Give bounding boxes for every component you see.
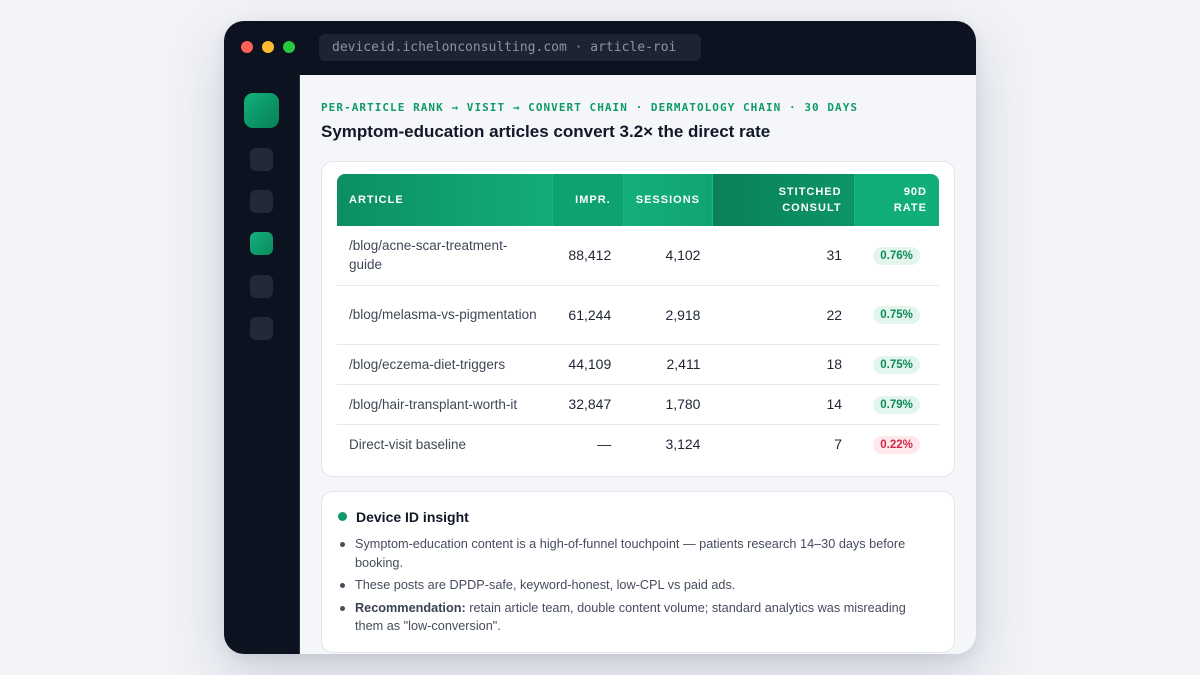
recommendation-label: Recommendation:: [355, 600, 466, 615]
cell-impressions: 88,412: [552, 226, 624, 286]
section-kicker: PER-ARTICLE RANK → VISIT → CONVERT CHAIN…: [321, 101, 859, 114]
insight-card: Device ID insight Symptom-education cont…: [321, 491, 955, 653]
insight-status-dot-icon: [338, 512, 347, 521]
cell-article: /blog/eczema-diet-triggers: [337, 344, 553, 385]
insight-bullet: These posts are DPDP-safe, keyword-hones…: [340, 576, 935, 595]
cell-sessions: 2,411: [623, 344, 713, 385]
cell-impressions: 44,109: [552, 344, 624, 385]
cell-article: /blog/acne-scar-treatment-guide: [337, 226, 553, 286]
column-header-sessions[interactable]: SESSIONS: [622, 174, 713, 226]
column-header-stitched-consult-line1: STITCHED: [778, 186, 842, 198]
column-header-90d-rate-line2: RATE: [893, 202, 927, 214]
cell-impressions: 32,847: [552, 384, 624, 425]
cell-stitched-consult: 31: [712, 226, 855, 286]
cell-article: /blog/hair-transplant-worth-it: [337, 384, 553, 425]
cell-article: /blog/melasma-vs-pigmentation: [337, 285, 553, 345]
table-row[interactable]: /blog/hair-transplant-worth-it 32,847 1,…: [337, 384, 939, 425]
cell-rate: 0.76%: [854, 226, 939, 286]
insight-recommendation: Recommendation: retain article team, dou…: [340, 599, 935, 636]
sidebar-nav-item-active[interactable]: [250, 232, 273, 255]
table-row[interactable]: /blog/acne-scar-treatment-guide 88,412 4…: [337, 226, 939, 286]
rate-badge: 0.75%: [873, 355, 920, 374]
title-bar: deviceid.ichelonconsulting.com · article…: [224, 21, 976, 75]
insight-title: Device ID insight: [356, 509, 469, 525]
browser-window: deviceid.ichelonconsulting.com · article…: [224, 21, 976, 654]
table-row[interactable]: /blog/melasma-vs-pigmentation 61,244 2,9…: [337, 285, 939, 345]
column-header-stitched-consult-line2: CONSULT: [782, 202, 842, 214]
cell-stitched-consult: 18: [712, 344, 855, 385]
sidebar: [224, 75, 300, 654]
cell-sessions: 1,780: [623, 384, 713, 425]
cell-impressions: —: [597, 436, 612, 453]
cell-rate: 0.22%: [854, 424, 939, 464]
rate-badge: 0.22%: [873, 435, 920, 454]
cell-stitched-consult: 22: [712, 285, 855, 345]
page-title: Symptom-education articles convert 3.2× …: [321, 122, 771, 141]
article-table-card: ARTICLE IMPR. SESSIONS STITCHED CONSULT …: [321, 161, 955, 477]
cell-article: Direct-visit baseline: [349, 436, 467, 452]
insight-list: Symptom-education content is a high-of-f…: [340, 535, 935, 640]
close-window-button[interactable]: [241, 41, 253, 53]
cell-sessions: 2,918: [623, 285, 713, 345]
minimize-window-button[interactable]: [262, 41, 274, 53]
rate-badge: 0.76%: [873, 246, 920, 265]
cell-impressions: 61,244: [552, 285, 624, 345]
column-header-impressions[interactable]: IMPR.: [551, 174, 624, 226]
recommendation-text: retain article team, double content volu…: [355, 600, 906, 634]
column-header-90d-rate-line1: 90D: [903, 186, 927, 198]
insight-bullet: Symptom-education content is a high-of-f…: [340, 535, 935, 572]
sidebar-nav-item-4[interactable]: [250, 275, 273, 298]
column-header-stitched-consult[interactable]: STITCHED CONSULT: [711, 174, 855, 226]
cell-rate: 0.75%: [854, 285, 939, 345]
main-content: PER-ARTICLE RANK → VISIT → CONVERT CHAIN…: [300, 75, 976, 654]
address-bar[interactable]: deviceid.ichelonconsulting.com · article…: [319, 34, 701, 61]
cell-sessions: 3,124: [665, 436, 701, 453]
table-row-baseline[interactable]: Direct-visit baseline — 3,124 7 0.22%: [337, 424, 939, 464]
table-header-row: ARTICLE IMPR. SESSIONS STITCHED CONSULT …: [337, 174, 939, 226]
cell-rate: 0.75%: [854, 344, 939, 385]
article-roi-table: ARTICLE IMPR. SESSIONS STITCHED CONSULT …: [337, 174, 939, 464]
table-row[interactable]: /blog/eczema-diet-triggers 44,109 2,411 …: [337, 344, 939, 385]
rate-badge: 0.75%: [873, 306, 920, 324]
column-header-article[interactable]: ARTICLE: [337, 174, 553, 226]
cell-stitched-consult: 14: [712, 384, 855, 425]
maximize-window-button[interactable]: [283, 41, 295, 53]
cell-rate: 0.79%: [854, 384, 939, 425]
sidebar-nav-item-2[interactable]: [250, 190, 273, 213]
rate-badge: 0.79%: [873, 395, 920, 414]
cell-stitched-consult: 7: [834, 436, 843, 453]
sidebar-nav-item-5[interactable]: [250, 317, 273, 340]
sidebar-nav-item-1[interactable]: [250, 148, 273, 171]
column-header-90d-rate[interactable]: 90D RATE: [853, 174, 939, 226]
app-logo-icon[interactable]: [244, 93, 279, 128]
cell-sessions: 4,102: [623, 226, 713, 286]
